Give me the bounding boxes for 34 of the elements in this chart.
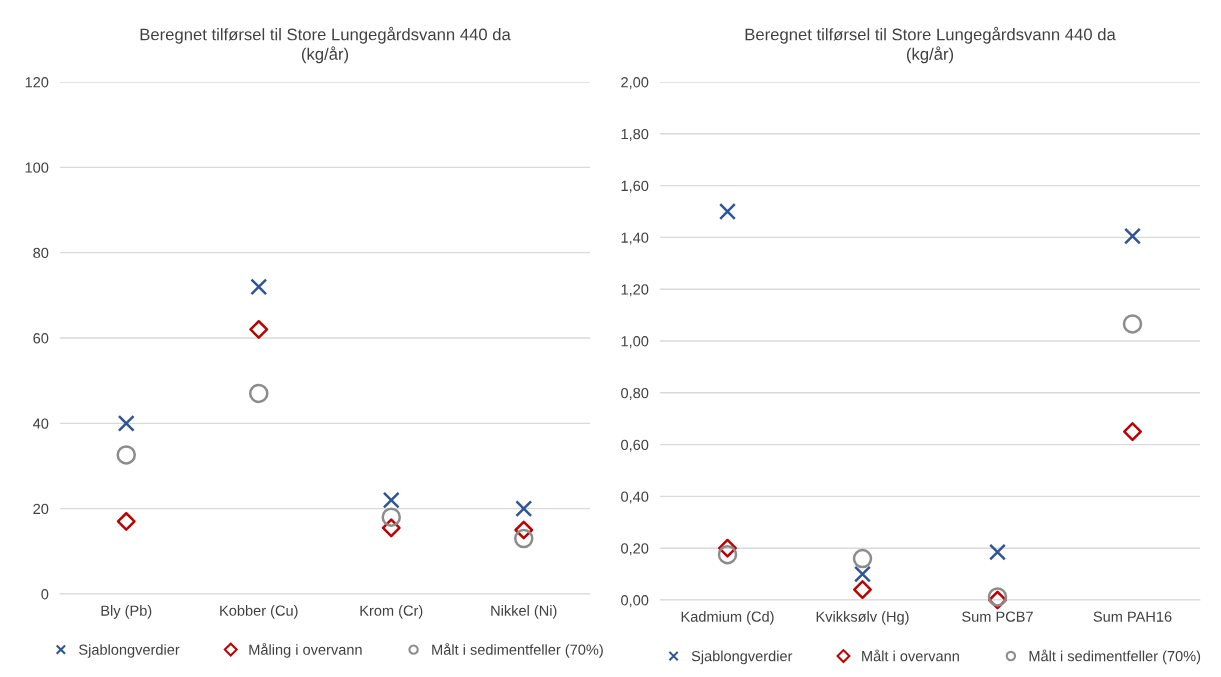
legend-label: Målt i sedimentfeller (70%): [1029, 649, 1201, 665]
x-tick-label: Nikkel (Ni): [491, 605, 557, 619]
y-tick-label: 120: [25, 77, 49, 88]
x-tick-label: Kadmium (Cd): [681, 611, 774, 625]
y-tick-label: 0,00: [621, 595, 649, 608]
y-tick-label: 0,80: [621, 387, 649, 400]
y-tick-label: 1,20: [621, 284, 649, 297]
legend-label: Målt i sedimentfeller (70%): [432, 642, 603, 658]
y-tick-label: 0,40: [621, 491, 649, 504]
chart-title: Beregnet tilførsel til Store Lungegårdsvann 440 da (kg/år): [140, 26, 511, 64]
legend-label: Måling i overvann: [249, 642, 362, 658]
x-tick-label: Sum PAH16: [1093, 611, 1172, 622]
y-tick-label: 1,60: [621, 180, 649, 193]
x-tick-label: Kobber (Cu): [220, 605, 298, 619]
y-tick-label: 0,60: [621, 439, 649, 452]
x-tick-label: Kvikksølv (Hg): [816, 611, 909, 625]
x-tick-label: Bly (Pb): [101, 605, 152, 619]
y-tick-label: 20: [33, 503, 49, 515]
y-tick-label: 60: [33, 333, 49, 344]
y-tick-label: 100: [25, 162, 49, 173]
chart-title: Beregnet tilførsel til Store Lungegårdsvann 440 da (kg/år): [745, 26, 1116, 64]
legend-label: Sjablongverdier: [79, 644, 180, 658]
x-tick-label: Sum PCB7: [962, 611, 1033, 622]
y-tick-label: 0: [41, 589, 49, 600]
y-tick-label: 0,20: [621, 543, 649, 556]
y-tick-label: 1,40: [621, 232, 649, 245]
y-tick-label: 2,00: [621, 77, 649, 90]
x-tick-label: Krom (Cr): [360, 605, 423, 619]
y-tick-label: 1,00: [621, 336, 649, 349]
y-tick-label: 40: [33, 418, 49, 429]
legend-label: Sjablongverdier: [691, 650, 793, 665]
legend-label: Målt i overvann: [862, 649, 959, 662]
y-tick-label: 80: [33, 247, 49, 259]
y-tick-label: 1,80: [621, 128, 649, 141]
